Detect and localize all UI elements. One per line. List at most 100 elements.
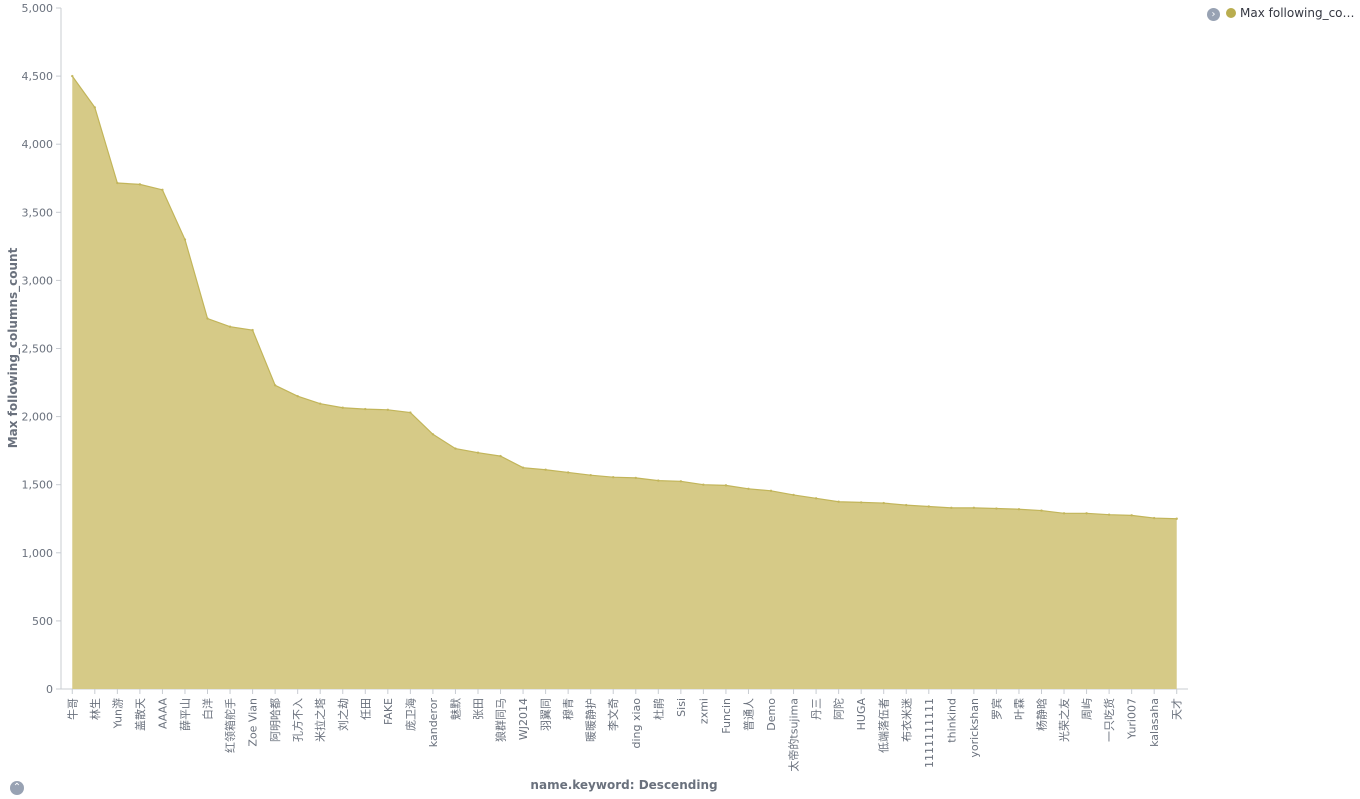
data-point[interactable]	[476, 451, 480, 454]
chevron-right-icon[interactable]: ›	[1207, 8, 1220, 21]
data-point[interactable]	[1175, 517, 1178, 520]
data-point[interactable]	[296, 394, 299, 398]
data-point[interactable]	[612, 476, 615, 479]
data-point[interactable]	[927, 505, 930, 508]
x-tick-label: WJ2014	[517, 698, 530, 740]
x-tick-label: 穆青	[561, 698, 575, 720]
x-tick-label: 薛平山	[179, 698, 192, 731]
data-point[interactable]	[544, 468, 547, 471]
x-tick-label: kanderor	[427, 698, 440, 748]
x-tick-label: 周屿	[1081, 698, 1094, 720]
data-point[interactable]	[1130, 514, 1133, 517]
data-point[interactable]	[521, 466, 525, 469]
data-point[interactable]	[71, 74, 74, 78]
x-tick-label: Zoe Vian	[247, 698, 260, 747]
x-tick-label: 张田	[472, 698, 485, 720]
data-point[interactable]	[769, 489, 773, 493]
y-axis-title: Max following_columns_count	[6, 247, 21, 448]
x-tick-label: 普通人	[741, 698, 755, 731]
data-point[interactable]	[431, 433, 435, 436]
data-point[interactable]	[972, 506, 976, 510]
data-point[interactable]	[905, 503, 908, 507]
x-tick-label: Sisi	[675, 698, 688, 717]
data-point[interactable]	[206, 317, 209, 320]
x-tick-label: 任田	[359, 698, 372, 720]
data-point[interactable]	[1152, 516, 1156, 520]
data-point[interactable]	[702, 483, 705, 486]
x-tick-label: 红领箱舵手	[223, 698, 237, 753]
data-point[interactable]	[138, 183, 142, 186]
x-tick-label: 羽翼同	[540, 698, 553, 731]
data-point[interactable]	[228, 325, 232, 328]
data-point[interactable]	[859, 501, 863, 504]
data-point[interactable]	[950, 506, 953, 510]
x-tick-label: 1111111111	[923, 698, 936, 768]
x-tick-label: 孔方不入	[291, 698, 305, 742]
x-tick-label: Yun游	[111, 698, 124, 729]
x-tick-label: 魅默	[448, 698, 462, 720]
data-point[interactable]	[995, 507, 998, 510]
data-point[interactable]	[1017, 508, 1021, 511]
x-tick-label: yorickshan	[968, 698, 981, 758]
x-tick-label: 李文奇	[606, 698, 620, 731]
x-tick-label: 阿明哈都	[269, 698, 282, 742]
x-tick-label: 布衣米迷	[899, 698, 913, 742]
y-tick-label: 2,500	[22, 343, 54, 356]
data-point[interactable]	[1085, 512, 1088, 515]
data-point[interactable]	[634, 476, 637, 480]
data-point[interactable]	[116, 181, 119, 185]
y-tick-label: 1,500	[22, 479, 54, 492]
data-point[interactable]	[273, 384, 277, 387]
data-point[interactable]	[364, 407, 367, 411]
data-point[interactable]	[792, 493, 795, 497]
x-tick-label: 暖暖静护	[584, 698, 598, 742]
x-tick-label: Yuri007	[1126, 698, 1139, 740]
x-tick-label: ding xiao	[630, 698, 643, 749]
x-tick-label: FAKE	[382, 698, 395, 725]
y-tick-label: 3,000	[22, 274, 54, 287]
data-point[interactable]	[454, 447, 457, 450]
data-point[interactable]	[161, 188, 164, 192]
x-tick-label: 光荣之友	[1057, 698, 1071, 742]
y-tick-label: 3,500	[22, 206, 54, 219]
data-point[interactable]	[93, 106, 97, 109]
y-axis: 0 500 1,000 1,500 2,000 2,500 3,000 3,500 4,000 4…	[22, 2, 62, 696]
y-tick-label: 2,000	[22, 411, 54, 424]
data-point[interactable]	[566, 471, 570, 474]
data-point[interactable]	[679, 480, 683, 483]
x-tick-label: 白洋	[201, 698, 215, 720]
data-point[interactable]	[386, 408, 390, 411]
legend-item-series[interactable]: Max following_colum...	[1226, 6, 1356, 20]
x-tick-label: 天才	[1170, 698, 1184, 720]
data-point[interactable]	[251, 328, 254, 332]
data-point[interactable]	[1062, 512, 1066, 515]
area-fill	[72, 76, 1177, 690]
y-tick-label: 1,000	[22, 547, 54, 560]
data-point[interactable]	[1107, 513, 1111, 516]
data-point[interactable]	[589, 473, 592, 477]
data-point[interactable]	[319, 402, 322, 405]
data-point[interactable]	[1040, 509, 1043, 512]
x-tick-label: 杜鹃	[651, 698, 665, 720]
data-point[interactable]	[183, 238, 187, 241]
x-tick-label: HUGA	[855, 698, 868, 731]
data-point[interactable]	[837, 500, 840, 503]
x-tick-label: Funcin	[720, 698, 733, 734]
plot-area	[71, 74, 1178, 690]
x-tick-label: 叶霖	[1013, 698, 1026, 720]
data-point[interactable]	[657, 479, 660, 482]
data-point[interactable]	[499, 454, 502, 458]
x-tick-label: 牛哥	[65, 698, 79, 720]
x-tick-label: kalasaha	[1148, 698, 1161, 747]
y-tick-label: 4,500	[22, 70, 54, 83]
data-point[interactable]	[882, 501, 885, 505]
x-tick-label: 刘之劫	[336, 698, 350, 731]
data-point[interactable]	[747, 487, 750, 490]
data-point[interactable]	[341, 406, 344, 409]
data-point[interactable]	[724, 484, 728, 487]
chevron-up-icon[interactable]: ⌃	[10, 781, 24, 795]
y-tick-label: 500	[32, 615, 53, 628]
data-point[interactable]	[814, 497, 818, 500]
data-point[interactable]	[409, 411, 412, 414]
